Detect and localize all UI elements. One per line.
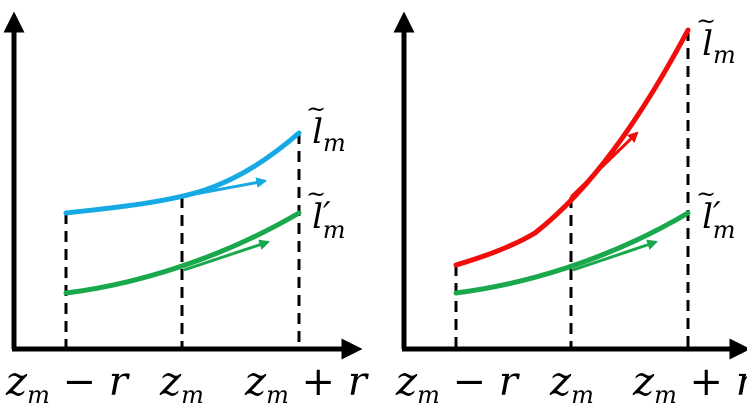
label-sub: m [323,216,346,244]
tick-label-z-minus-r: zm − r [5,359,131,408]
top-curve [453,27,691,268]
label-prime: ′ [323,195,331,235]
bottom-curve [63,210,302,296]
bottom-curve-tangent-arrow [183,239,271,272]
label-tilde: ~ [696,7,716,35]
top-curve-tangent-arrow [569,131,639,199]
label-sub: m [323,129,346,157]
top-curve-label: ~ lm [696,7,736,69]
tick-label-z-plus-r: zm + r [632,359,747,408]
tick-label-z-plus-r: zm + r [244,359,370,408]
label-sub: m [713,41,736,69]
label-tilde: ~ [306,95,326,123]
label-main: l [702,24,713,64]
bottom-curve-label: ~ l′m [696,180,735,244]
tick-label-z: zm [159,359,204,408]
bottom-curve-label: ~ l′m [306,180,345,244]
tick-label-z-minus-r: zm − r [395,359,521,408]
right-panel: ~lm ~l′m zm − r zm zm + r [393,7,747,408]
label-prime: ′ [713,195,721,235]
label-main: l [702,197,713,237]
bottom-curve [453,210,691,296]
label-tilde: ~ [306,180,326,208]
tick-label-z: zm [549,359,594,408]
top-curve-label: ~ lm [306,95,346,157]
top-curve [63,130,302,216]
label-sub: m [713,216,736,244]
left-panel: ~ lm ~ l′m zm − r zm zm + r [3,11,370,408]
label-main: l [312,197,323,237]
label-tilde: ~ [696,180,716,208]
bottom-curve-tangent-arrow [572,239,659,272]
top-curve-tangent-arrow [183,177,268,198]
label-main: l [312,112,323,152]
